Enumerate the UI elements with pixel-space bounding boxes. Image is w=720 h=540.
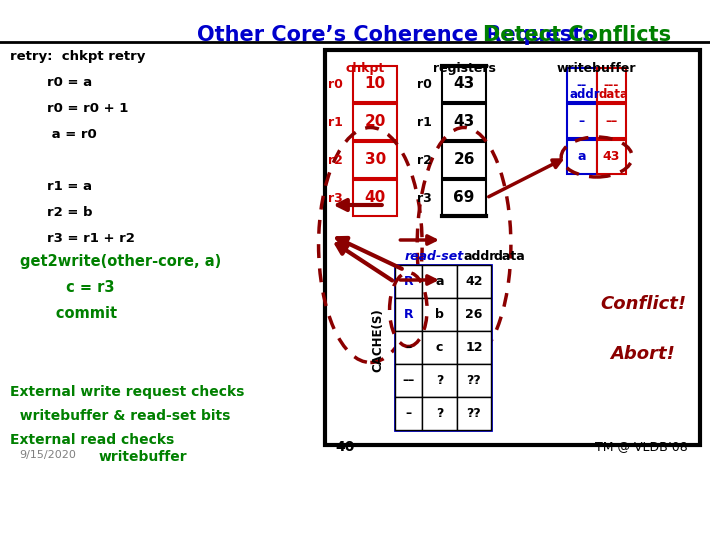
Text: R: R [403, 275, 413, 288]
Text: data: data [598, 88, 629, 101]
Text: 69: 69 [454, 191, 474, 206]
FancyBboxPatch shape [395, 298, 422, 331]
Text: 43: 43 [454, 77, 474, 91]
FancyBboxPatch shape [456, 364, 491, 397]
Text: CACHE(S): CACHE(S) [372, 308, 384, 372]
Text: registers: registers [433, 62, 495, 75]
Text: b: b [435, 308, 444, 321]
Text: ---: --- [604, 78, 619, 91]
FancyBboxPatch shape [395, 397, 422, 430]
Text: addr: addr [464, 250, 496, 263]
FancyBboxPatch shape [456, 397, 491, 430]
Text: 12: 12 [465, 341, 482, 354]
Text: r2: r2 [328, 153, 343, 166]
FancyBboxPatch shape [442, 180, 486, 216]
Text: Conflict!: Conflict! [600, 295, 686, 313]
Text: –: – [579, 114, 585, 127]
FancyBboxPatch shape [442, 104, 486, 140]
FancyBboxPatch shape [567, 104, 597, 138]
Text: writebuffer: writebuffer [99, 450, 187, 464]
Text: 20: 20 [364, 114, 386, 130]
Text: get2write(other-core, a): get2write(other-core, a) [19, 254, 221, 269]
Text: r1: r1 [417, 116, 431, 129]
Text: External write request checks: External write request checks [10, 385, 244, 399]
Text: 30: 30 [364, 152, 386, 167]
Text: 10: 10 [365, 77, 386, 91]
Text: writebuffer & read-set bits: writebuffer & read-set bits [10, 409, 230, 423]
FancyBboxPatch shape [422, 364, 456, 397]
Text: 40: 40 [364, 191, 386, 206]
Text: a = r0: a = r0 [10, 128, 96, 141]
Text: r2 = b: r2 = b [10, 206, 92, 219]
FancyBboxPatch shape [456, 265, 491, 298]
Text: r3: r3 [417, 192, 431, 205]
FancyBboxPatch shape [456, 298, 491, 331]
Text: External read checks: External read checks [10, 433, 174, 447]
Text: 26: 26 [465, 308, 482, 321]
Text: r0: r0 [328, 78, 343, 91]
Text: c = r3: c = r3 [19, 280, 114, 295]
FancyBboxPatch shape [353, 104, 397, 140]
Text: 40: 40 [336, 440, 355, 454]
FancyBboxPatch shape [395, 265, 491, 430]
FancyBboxPatch shape [422, 298, 456, 331]
Text: r0 = a: r0 = a [10, 76, 92, 89]
Text: –: – [405, 407, 411, 420]
Text: 26: 26 [454, 152, 474, 167]
Text: Detect Conflicts: Detect Conflicts [483, 25, 672, 45]
Text: ??: ?? [467, 374, 481, 387]
FancyBboxPatch shape [442, 142, 486, 178]
FancyBboxPatch shape [395, 265, 422, 298]
FancyBboxPatch shape [422, 265, 456, 298]
FancyBboxPatch shape [422, 331, 456, 364]
FancyBboxPatch shape [597, 104, 626, 138]
Text: ?: ? [436, 407, 443, 420]
Text: writebuffer: writebuffer [557, 62, 636, 75]
Text: 43: 43 [454, 114, 474, 130]
Text: 42: 42 [465, 275, 482, 288]
Text: retry:  chkpt retry: retry: chkpt retry [10, 50, 145, 63]
Text: r0: r0 [417, 78, 431, 91]
FancyBboxPatch shape [422, 397, 456, 430]
Text: Other Core’s Coherence Requests: Other Core’s Coherence Requests [197, 25, 602, 45]
Text: a: a [435, 275, 444, 288]
FancyBboxPatch shape [597, 68, 626, 102]
Text: 9/15/2020: 9/15/2020 [19, 450, 76, 460]
FancyBboxPatch shape [353, 66, 397, 102]
FancyBboxPatch shape [442, 66, 486, 102]
FancyBboxPatch shape [567, 140, 597, 174]
FancyBboxPatch shape [353, 180, 397, 216]
Text: a: a [577, 151, 586, 164]
Text: –: – [405, 341, 411, 354]
Text: read-set: read-set [405, 250, 464, 263]
Text: ––: –– [402, 374, 415, 387]
FancyBboxPatch shape [567, 68, 597, 102]
Text: addr: addr [569, 88, 600, 101]
FancyBboxPatch shape [395, 364, 422, 397]
Text: R: R [403, 308, 413, 321]
Text: c: c [436, 341, 443, 354]
Text: data: data [493, 250, 525, 263]
Text: TM @ VLDB’08: TM @ VLDB’08 [595, 440, 688, 453]
FancyBboxPatch shape [325, 50, 701, 445]
Text: r1 = a: r1 = a [10, 180, 92, 193]
Text: --: -- [577, 78, 587, 91]
Text: ??: ?? [467, 407, 481, 420]
Text: r2: r2 [417, 153, 431, 166]
FancyBboxPatch shape [353, 142, 397, 178]
FancyBboxPatch shape [597, 140, 626, 174]
Text: r3: r3 [328, 192, 343, 205]
Text: r3 = r1 + r2: r3 = r1 + r2 [10, 232, 135, 245]
FancyBboxPatch shape [395, 331, 422, 364]
Text: r1: r1 [328, 116, 343, 129]
Text: ?: ? [436, 374, 443, 387]
Text: r0 = r0 + 1: r0 = r0 + 1 [10, 102, 128, 115]
FancyBboxPatch shape [456, 331, 491, 364]
Text: ––: –– [606, 114, 618, 127]
Text: commit: commit [19, 306, 117, 321]
Text: 43: 43 [603, 151, 620, 164]
Text: chkpt: chkpt [346, 62, 385, 75]
Text: Abort!: Abort! [611, 345, 675, 363]
